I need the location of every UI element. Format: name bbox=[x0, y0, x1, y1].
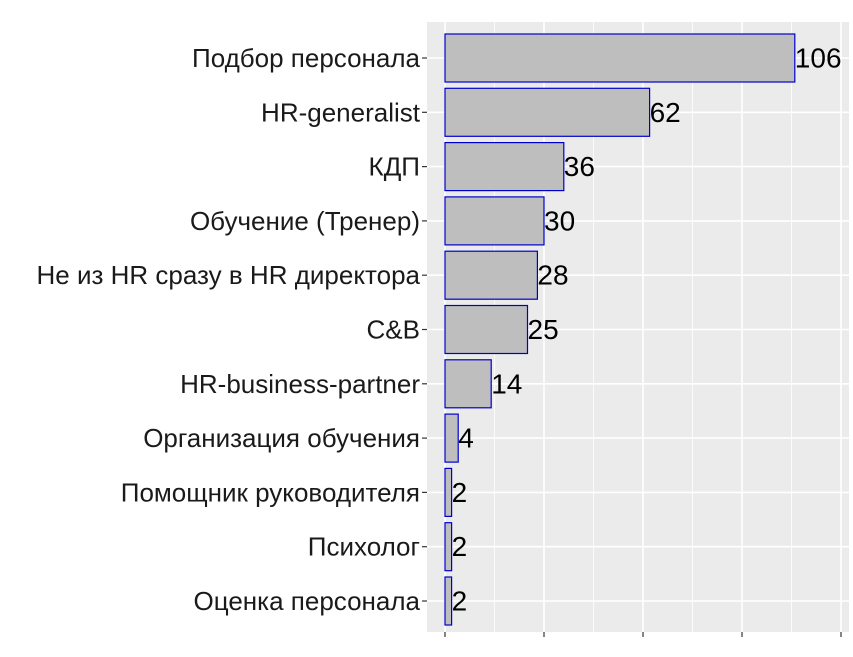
bars bbox=[444, 33, 796, 626]
bar bbox=[444, 576, 453, 626]
bar bbox=[444, 467, 453, 517]
category-label: Помощник руководителя bbox=[121, 477, 420, 507]
category-label: Организация обучения bbox=[143, 423, 420, 453]
category-label: Оценка персонала bbox=[194, 586, 421, 616]
category-labels: Подбор персонала HR-generalist КДП Обучение… bbox=[37, 43, 421, 616]
category-label: Подбор персонала bbox=[192, 43, 421, 73]
category-label: HR-business-partner bbox=[180, 369, 420, 399]
value-label: 4 bbox=[458, 423, 474, 454]
category-label: HR-generalist bbox=[261, 97, 421, 127]
bar bbox=[444, 359, 492, 409]
value-label: 14 bbox=[491, 368, 522, 399]
value-label: 62 bbox=[650, 97, 681, 128]
category-label: Обучение (Тренер) bbox=[190, 206, 420, 236]
category-label: Психолог bbox=[308, 532, 420, 562]
category-label: КДП bbox=[369, 152, 420, 182]
bar bbox=[444, 142, 565, 192]
bar bbox=[444, 250, 539, 300]
bar bbox=[444, 413, 459, 463]
value-label: 30 bbox=[544, 205, 575, 236]
bar bbox=[444, 87, 651, 137]
bar bbox=[444, 304, 529, 355]
axis-ticks bbox=[422, 57, 842, 637]
value-label: 106 bbox=[795, 43, 842, 74]
value-label: 28 bbox=[537, 260, 568, 291]
value-label: 2 bbox=[452, 531, 468, 562]
value-label: 2 bbox=[452, 586, 468, 617]
value-label: 2 bbox=[452, 477, 468, 508]
value-label: 36 bbox=[564, 151, 595, 182]
category-label: Не из HR сразу в HR директора bbox=[37, 260, 421, 290]
value-label: 25 bbox=[528, 314, 559, 345]
bar bbox=[444, 522, 453, 572]
bar bbox=[444, 196, 545, 246]
bar bbox=[444, 33, 796, 83]
category-label: C&B bbox=[367, 315, 420, 345]
